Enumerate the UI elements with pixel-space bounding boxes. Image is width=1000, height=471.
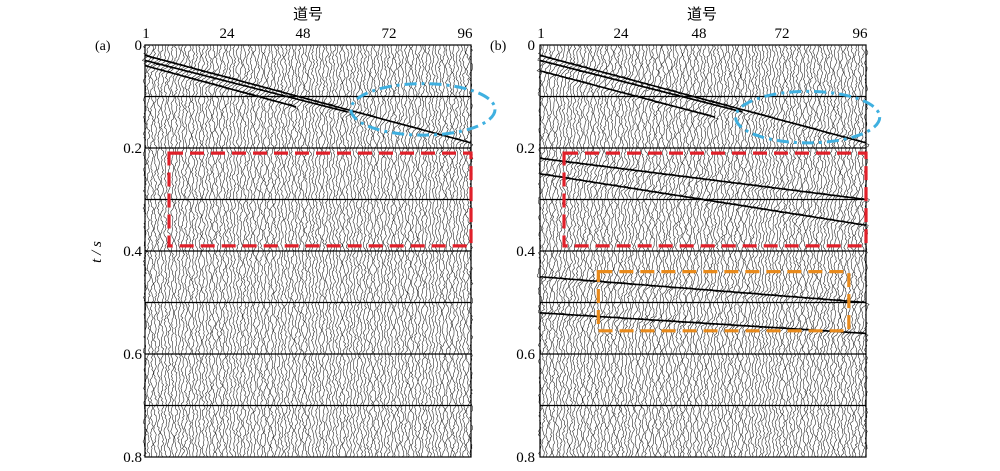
panel-a-event-1 [144, 59, 348, 113]
panel-b-y-tick-0-4: 0.4 [516, 244, 535, 260]
panel-b-x-tick-1: 1 [537, 26, 545, 42]
panel-b-label: (b) [490, 39, 507, 54]
panel-b-x-title: 道号 [687, 6, 717, 23]
panel-b-y-tick-0-6: 0.6 [516, 347, 535, 363]
panel-b-y-tick-0: 0 [528, 38, 536, 54]
panel-a-event-2 [144, 64, 297, 108]
panel-a-seismogram [141, 44, 497, 458]
panel-a-y-tick-0-2: 0.2 [123, 141, 142, 157]
panel-b-x-tick-96: 96 [853, 26, 869, 42]
panel-b-highlight-ellipse [734, 89, 882, 145]
panel-a-highlight-ellipse [349, 82, 497, 137]
panel-b-seismogram [536, 44, 882, 458]
panel-b-highlight-box-2 [596, 270, 851, 333]
panel-a-x-tick-24: 24 [220, 26, 236, 42]
panel-b-x-tick-72: 72 [775, 26, 790, 42]
panel-a-y-tick-0-4: 0.4 [123, 244, 142, 260]
panel-b-event-5 [539, 275, 867, 304]
panel-b: 道号 (b) 1 24 48 72 96 0 0.2 0.4 0.6 0.8 [490, 6, 882, 466]
panel-a-label: (a) [95, 39, 111, 54]
panel-a-x-tick-48: 48 [296, 26, 311, 42]
panel-b-x-tick-24: 24 [614, 26, 630, 42]
panel-b-y-tick-0-8: 0.8 [516, 450, 535, 466]
panel-a-highlight-box-1 [167, 151, 473, 248]
panel-a-y-tick-0: 0 [135, 38, 143, 54]
panel-b-highlight-box-1 [562, 151, 868, 248]
panel-b-x-tick-48: 48 [692, 26, 707, 42]
panel-a-x-tick-72: 72 [382, 26, 397, 42]
panel-a-x-tick-96: 96 [458, 26, 474, 42]
panel-b-y-tick-0-2: 0.2 [516, 141, 535, 157]
panel-b-event-1 [539, 59, 743, 113]
panel-a-y-tick-0-6: 0.6 [123, 347, 142, 363]
panel-a-x-tick-1: 1 [142, 26, 150, 42]
panel-b-event-2 [539, 69, 716, 118]
panel-b-event-0 [539, 54, 867, 144]
panel-a-event-0 [144, 54, 472, 144]
panel-b-event-3 [539, 157, 867, 201]
panel-a-y-tick-0-8: 0.8 [123, 450, 142, 466]
panel-a-x-title: 道号 [293, 6, 323, 23]
panel-a: 道号 (a) 1 24 48 72 96 0 0.2 0.4 0.6 0.8 t… [89, 6, 497, 466]
panel-a-y-title: t / s [89, 241, 105, 263]
